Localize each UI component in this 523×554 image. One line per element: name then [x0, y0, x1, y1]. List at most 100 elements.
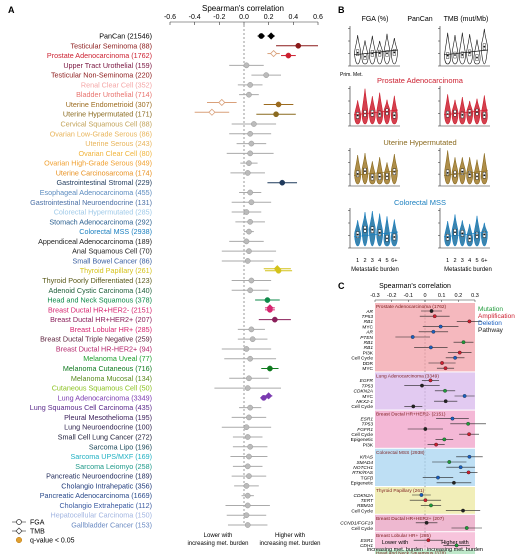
b-median [446, 54, 449, 57]
c-section-title: Thyroid Papillary (261) [376, 488, 425, 494]
a-row: Uterine Endometrioid (307) [66, 98, 294, 109]
a-row-label: Ovarian High-Grade Serous (949) [44, 159, 152, 168]
a-row: Colorectal Hypermutated (285) [54, 208, 262, 217]
b-violin [383, 33, 391, 65]
a-row: Uterine Hypermutated (171) [63, 108, 296, 119]
a-row: Anal Squamous Cell (70) [72, 247, 277, 256]
a-row: Esophageal Adenocarcinoma (455) [40, 188, 262, 197]
b-violin [480, 95, 488, 125]
a-fga-point [244, 258, 251, 264]
a-tmb-point [208, 108, 216, 116]
c-row-label: CDKN2A [354, 493, 373, 499]
c-tick-label: 0 [423, 293, 426, 299]
c-section-title: Prostate Adenocarcinoma (1762) [376, 304, 447, 310]
c-row-label: TP53 [362, 422, 374, 428]
a-tmb-point [267, 32, 275, 40]
c-row-label: MYC [362, 366, 373, 372]
b-median [356, 51, 359, 54]
c-point [426, 538, 431, 543]
b-median [476, 175, 478, 178]
legend-label: FGA [30, 520, 45, 527]
panel-a: A Spearman's correlation -0.6 -0.4 -0.2 0.0… [8, 4, 323, 547]
c-point [419, 493, 424, 497]
a-fga-point [246, 160, 252, 166]
a-row: Melanoma Uveal (77) [83, 354, 277, 363]
c-row-label: AR [365, 309, 373, 315]
c-section-bg [375, 372, 475, 410]
c-point [443, 399, 448, 404]
a-row-label: Melanoma Cutaneous (716) [63, 364, 152, 373]
a-row-label: Small Cell Lung Cancer (272) [58, 432, 152, 441]
c-point [464, 526, 469, 530]
a-row-label: Adenoid Cystic Carcinoma (140) [49, 286, 152, 295]
c-row-label: DDR [363, 361, 374, 367]
c-row-label: Cell Cycle [351, 356, 373, 362]
a-row: Melanoma Cutaneous (716) [63, 364, 279, 373]
b-trend-line [353, 49, 399, 56]
c-point [442, 437, 447, 442]
b-violin [444, 32, 452, 65]
b-median [378, 175, 381, 178]
a-row-label: Cervical Squamous Cell (88) [61, 120, 152, 129]
a-row: Small Cell Lung Cancer (272) [58, 432, 263, 441]
b-violin [458, 97, 466, 125]
c-point [438, 324, 443, 329]
b-trend-line [353, 109, 399, 116]
panel-c-ticks: -0.3 -0.2 -0.1 0 0.1 0.2 0.3 [370, 293, 479, 554]
c-row-label: MYC [362, 324, 373, 330]
legend-sig-marker [15, 536, 23, 544]
c-tick-label: -0.1 [404, 293, 413, 299]
a-row: Small Bowel Cancer (86) [73, 256, 274, 265]
c-row-label: RB1 [364, 340, 374, 346]
b-trend-line [443, 231, 489, 238]
a-tmb-point [218, 98, 226, 107]
a-row-label: Ovarian Clear Cell (80) [79, 149, 153, 158]
a-row-label: Sarcoma Lipo (196) [89, 442, 152, 451]
a-tick-label: 0.4 [288, 14, 298, 21]
a-tmb-point [270, 49, 278, 58]
a-row: Cholangio Intrahepatic (356) [61, 481, 259, 490]
b-group-title: Uterine Hypermutated [383, 138, 456, 147]
footer-left-l2: increasing met. burden [187, 541, 248, 547]
panel-c-footer-right: Higher with increasing met. burden [427, 540, 483, 553]
b-median [483, 114, 486, 117]
a-row: Ovarian Clear Cell (80) [79, 149, 274, 158]
panel-b-violin-plots: Prostate Adenocarcinoma Uterine Hypermuta… [339, 25, 491, 264]
a-fga-point [247, 404, 254, 411]
b-violin [368, 161, 376, 185]
a-row: Head and Neck Squamous (378) [47, 296, 280, 305]
b-violin [361, 88, 369, 125]
panel-a-legend: FGA TMB q-value < 0.05 [12, 519, 75, 545]
a-row-label: Pleural Mesothelioma (195) [64, 413, 152, 422]
c-tick-label: -0.2 [387, 293, 396, 299]
b-xtick-label: 4 [378, 258, 381, 264]
c-section-title: Breast Lobular HR+ (285) [376, 533, 431, 539]
b-violin [473, 215, 481, 247]
b-median [476, 234, 478, 237]
a-row-label: Cholangio Intrahepatic (356) [61, 481, 152, 490]
c-row-label: RB1 [364, 319, 374, 325]
a-fga-point [279, 179, 286, 186]
c-point [443, 388, 447, 393]
footer-right-l2: increasing met. burden [259, 541, 320, 547]
a-row-label: Breast Ductal HR+HER2+ (207) [50, 315, 152, 324]
a-fga-point [244, 385, 251, 391]
b-violin [376, 157, 384, 185]
b-median [461, 232, 464, 235]
panel-b-tmb-title: TMB (mut/Mb) [444, 16, 489, 23]
b-median [476, 111, 478, 113]
a-fga-point [244, 434, 251, 440]
a-fga-point [247, 130, 254, 137]
a-row: Upper Tract Urothelial (159) [63, 61, 264, 70]
a-fga-point [263, 72, 270, 78]
a-row: Lung Squamous Cell Carcinoma (435) [30, 403, 262, 412]
a-row-label: Breast Ductal HR+HER2- (2151) [48, 305, 152, 314]
c-point [411, 404, 416, 409]
b-xtick-label: 1 [356, 258, 359, 264]
a-row-label: Uterine Carcinosarcoma (174) [56, 168, 152, 177]
b-median [356, 233, 359, 236]
a-row-label: Pancreatic Neuroendocrine (189) [46, 472, 152, 481]
a-row-label: Breast Ductal HR-HER2+ (94) [56, 344, 152, 353]
panel-b-xaxis-title-left: Metastatic burden [351, 267, 399, 273]
a-row: Gastrointestinal Neuroendocrine (131) [30, 198, 272, 207]
